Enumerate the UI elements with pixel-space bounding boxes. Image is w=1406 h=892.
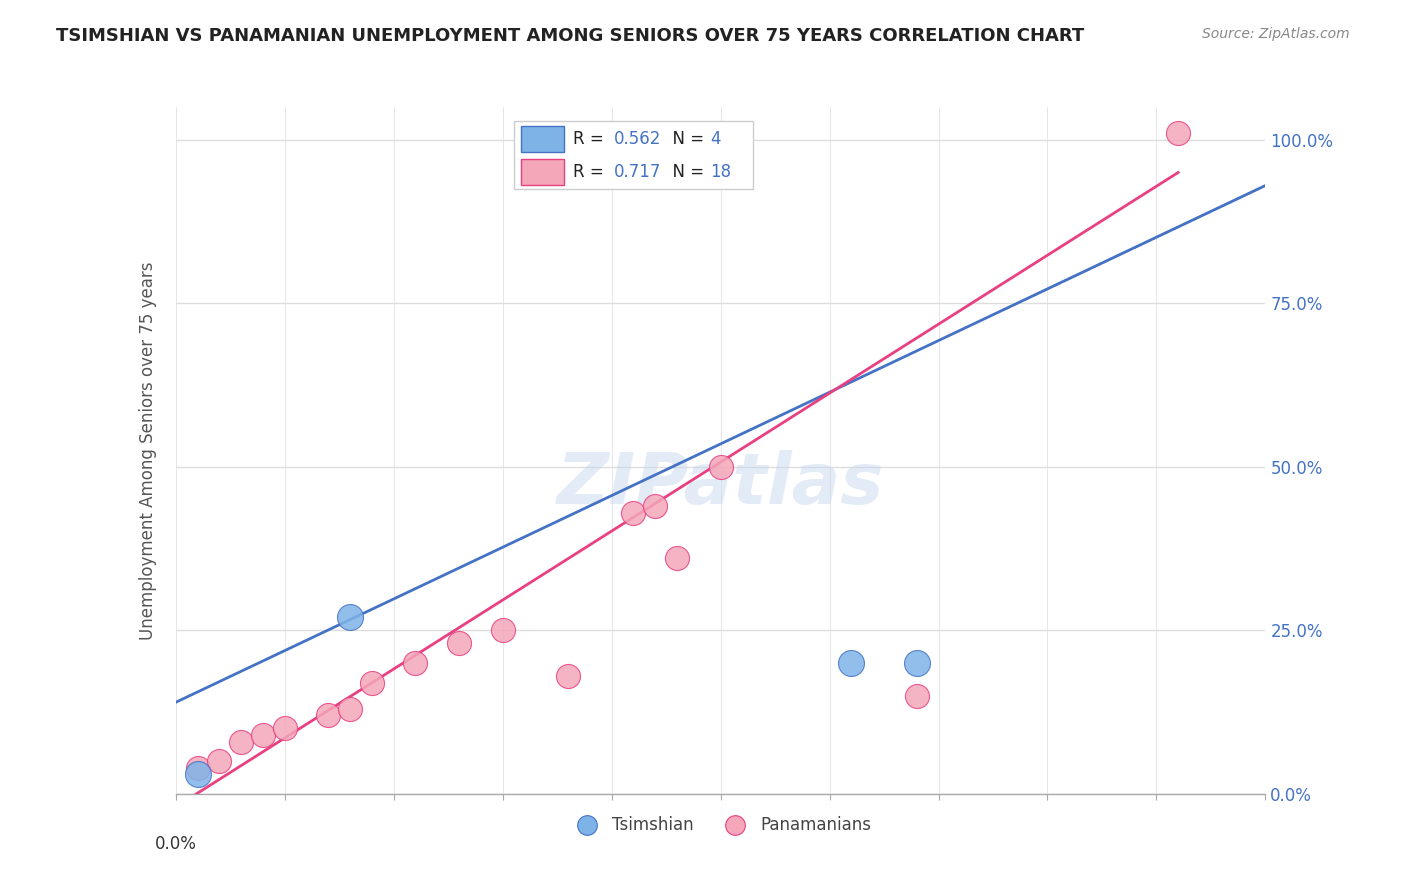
- Point: [186, 761, 209, 775]
- Point: [1167, 126, 1189, 140]
- Point: [339, 702, 361, 716]
- Point: [360, 675, 382, 690]
- Text: 0.0%: 0.0%: [155, 835, 197, 853]
- Point: [231, 734, 253, 748]
- Point: [339, 610, 361, 624]
- Point: [318, 708, 340, 723]
- Point: [492, 624, 515, 638]
- Text: TSIMSHIAN VS PANAMANIAN UNEMPLOYMENT AMONG SENIORS OVER 75 YEARS CORRELATION CHA: TSIMSHIAN VS PANAMANIAN UNEMPLOYMENT AMO…: [56, 27, 1084, 45]
- Point: [905, 689, 928, 703]
- Point: [644, 499, 666, 513]
- Point: [557, 669, 579, 683]
- Point: [186, 767, 209, 781]
- Point: [710, 459, 733, 474]
- Point: [905, 656, 928, 670]
- Point: [252, 728, 274, 742]
- Text: ZIPatlas: ZIPatlas: [557, 450, 884, 519]
- Point: [447, 636, 470, 650]
- Point: [666, 551, 689, 566]
- Point: [621, 506, 644, 520]
- Point: [208, 754, 231, 768]
- Point: [405, 656, 427, 670]
- Point: [841, 656, 863, 670]
- Legend: Tsimshian, Panamanians: Tsimshian, Panamanians: [564, 809, 877, 840]
- Y-axis label: Unemployment Among Seniors over 75 years: Unemployment Among Seniors over 75 years: [139, 261, 157, 640]
- Text: Source: ZipAtlas.com: Source: ZipAtlas.com: [1202, 27, 1350, 41]
- Point: [274, 722, 297, 736]
